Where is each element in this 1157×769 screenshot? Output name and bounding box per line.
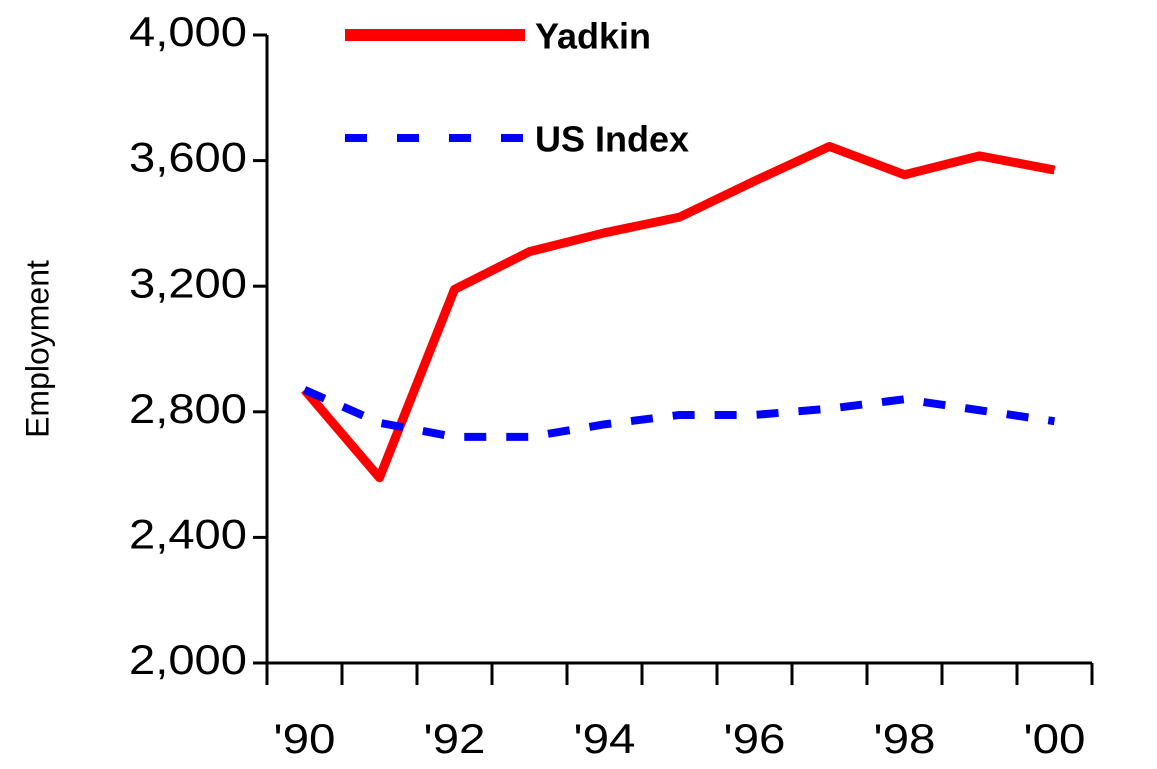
x-tick-label: '96 [724,715,786,762]
y-tick-label: 2,800 [129,385,247,432]
y-tick-label: 4,000 [129,8,247,55]
x-tick-label: '90 [274,715,336,762]
y-tick-label: 2,000 [129,636,247,683]
y-tick-label: 3,600 [129,134,247,181]
x-tick-label: '92 [424,715,486,762]
x-tick-label: '98 [874,715,936,762]
series-line [301,141,1056,483]
y-tick-label: 2,400 [129,510,247,557]
legend-label: Yadkin [535,16,651,57]
y-axis-label: Employment [19,260,55,438]
x-tick-label: '94 [574,715,636,762]
x-tick-label: '00 [1024,715,1086,762]
legend-label: US Index [535,119,689,160]
y-tick-label: 3,200 [129,259,247,306]
series-line [302,386,1056,441]
